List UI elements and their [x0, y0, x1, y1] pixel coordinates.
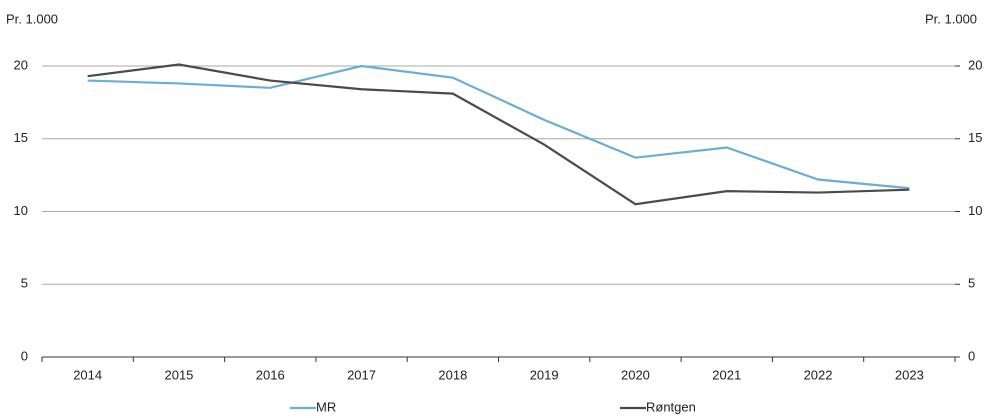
y2-tick-label: 15 — [968, 130, 982, 145]
y2-axis-label: Pr. 1.000 — [925, 11, 977, 26]
legend-label: Røntgen — [646, 399, 696, 414]
x-tick-label: 2014 — [73, 367, 102, 382]
legend-label: MR — [316, 399, 336, 414]
x-tick-label: 2017 — [347, 367, 376, 382]
x-tick-label: 2022 — [804, 367, 833, 382]
y2-tick-label: 0 — [968, 348, 975, 363]
series-line — [87, 64, 910, 190]
y-tick-label: 20 — [14, 57, 28, 72]
series-line — [87, 63, 910, 206]
x-tick-label: 2021 — [712, 367, 741, 382]
x-tick-label: 2020 — [621, 367, 650, 382]
y-tick-label: 5 — [21, 276, 28, 291]
x-tick-label: 2018 — [438, 367, 467, 382]
x-tick-label: 2015 — [164, 367, 193, 382]
y-tick-label: 0 — [21, 348, 28, 363]
x-tick-label: 2023 — [895, 367, 924, 382]
x-tick-label: 2016 — [256, 367, 285, 382]
y2-tick-label: 20 — [968, 57, 982, 72]
y2-tick-label: 10 — [968, 203, 982, 218]
x-tick-label: 2019 — [530, 367, 559, 382]
y2-tick-label: 5 — [968, 276, 975, 291]
y-axis-label: Pr. 1.000 — [6, 11, 58, 26]
y-tick-label: 10 — [14, 203, 28, 218]
y-tick-label: 15 — [14, 130, 28, 145]
